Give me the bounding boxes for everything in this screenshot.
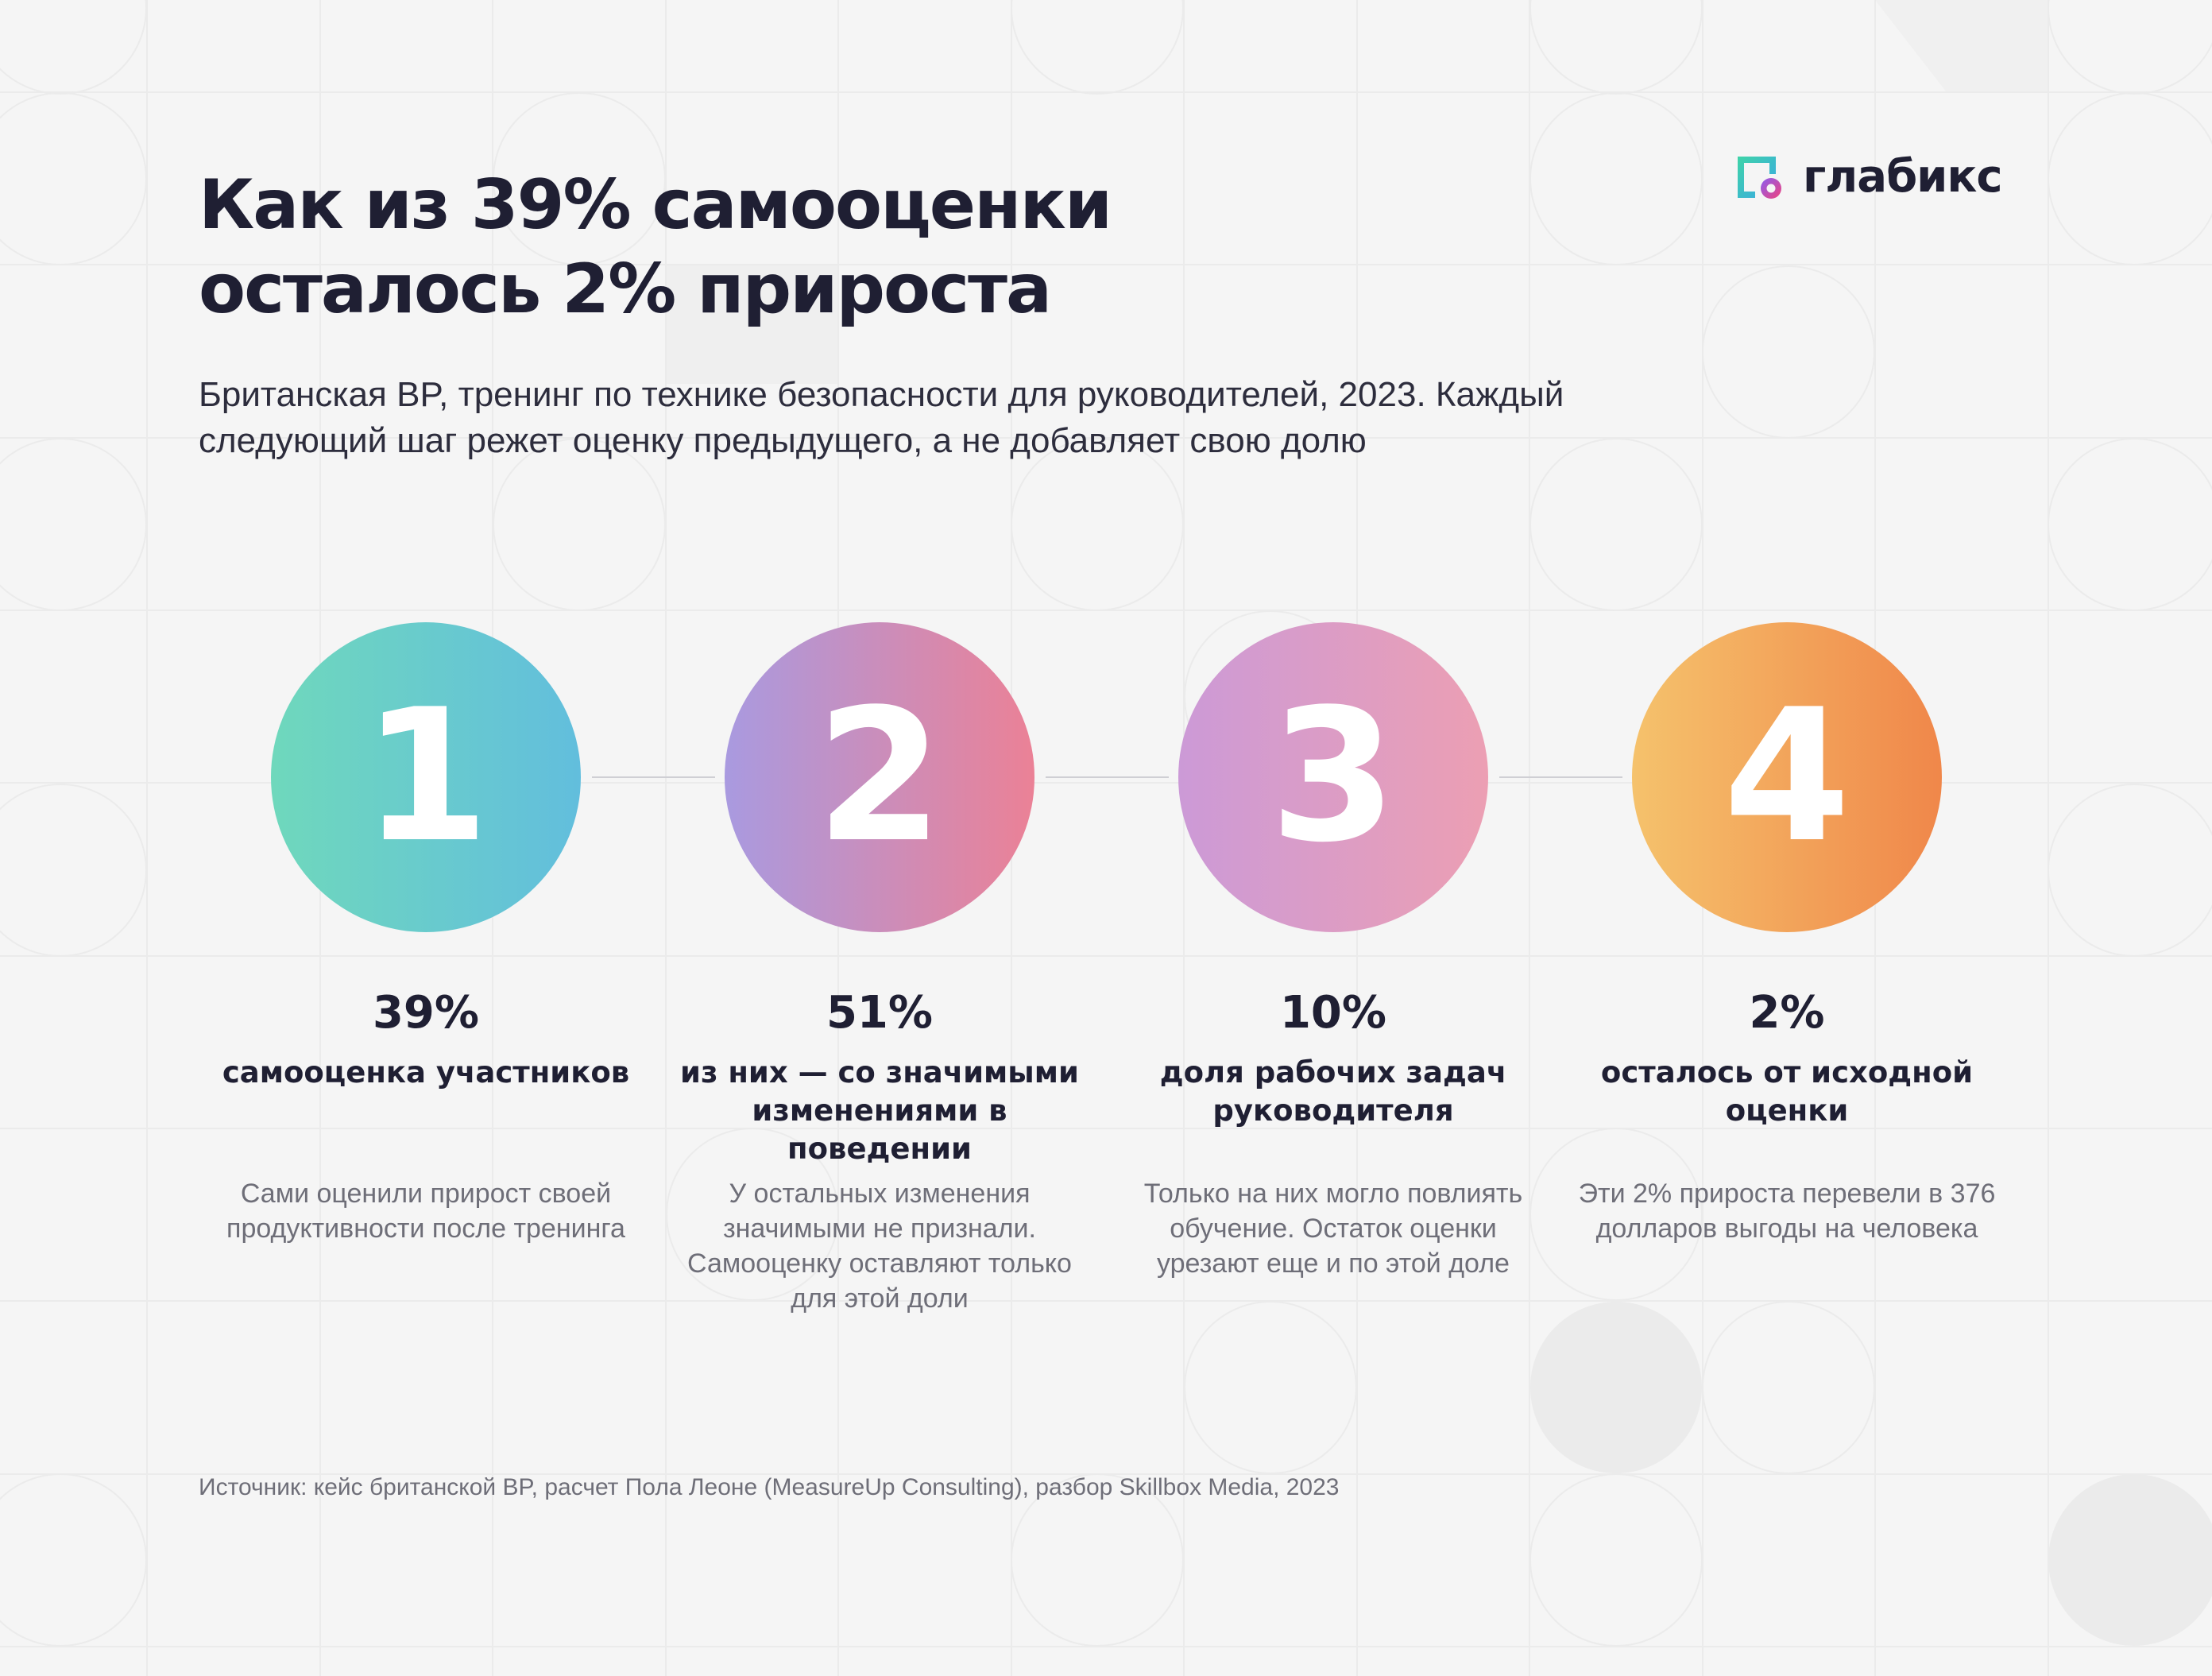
step-circle-3: 3	[1178, 622, 1488, 932]
step-description-3: Только на них могло повлиять обучение. О…	[1143, 1179, 1523, 1279]
step-percent-1: 39%	[372, 987, 480, 1039]
step-label-2: из них — со значимыми изменениями в пове…	[680, 1055, 1079, 1166]
step-text-2: 51% из них — со значимыми изменениями в …	[665, 985, 1094, 1316]
step-circle-1: 1	[271, 622, 581, 932]
brand-logo: глабикс	[1734, 151, 2003, 203]
step-number-1: 1	[362, 671, 490, 883]
connector-3-4	[1499, 776, 1622, 778]
step-description-1: Сами оценили прирост своей продуктивност…	[226, 1179, 625, 1244]
step-percent-4: 2%	[1749, 987, 1825, 1039]
step-text-3: 10% доля рабочих задач руководителя Толь…	[1119, 985, 1548, 1281]
glabix-logo-icon	[1738, 157, 1781, 199]
step-label-3: доля рабочих задач руководителя	[1159, 1055, 1507, 1128]
step-text-4: 2% осталось от исходной оценки Эти 2% пр…	[1572, 985, 2001, 1246]
step-label-1: самооценка участников	[222, 1055, 630, 1090]
step-description-4: Эти 2% прироста перевели в 376 долларов …	[1578, 1179, 1996, 1244]
step-percent-2: 51%	[826, 987, 934, 1039]
step-label-4: осталось от исходной оценки	[1600, 1055, 1974, 1128]
title-line-1: Как из 39% самооценки	[199, 165, 1112, 245]
step-circle-2: 2	[725, 622, 1034, 932]
source-note: Источник: кейс британской BP, расчет Пол…	[199, 1474, 1340, 1500]
page-subtitle: Британская BP, тренинг по технике безопа…	[199, 375, 1564, 460]
connector-2-3	[1046, 776, 1169, 778]
page-title: Как из 39% самооценки осталось 2% прирос…	[199, 163, 1470, 331]
title-line-2: осталось 2% прироста	[199, 250, 1052, 329]
step-percent-3: 10%	[1279, 987, 1387, 1039]
step-text-1: 39% самооценка участников Сами оценили п…	[211, 985, 640, 1246]
step-number-2: 2	[815, 671, 944, 883]
connector-1-2	[592, 776, 715, 778]
step-description-2: У остальных изменения значимыми не призн…	[687, 1179, 1072, 1314]
step-number-3: 3	[1269, 671, 1398, 883]
brand-name: глабикс	[1803, 151, 2003, 203]
step-number-4: 4	[1723, 671, 1851, 883]
step-circle-4: 4	[1632, 622, 1942, 932]
